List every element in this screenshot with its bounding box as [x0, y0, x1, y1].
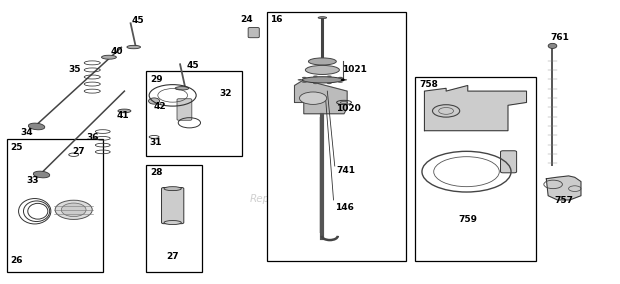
Text: 1020: 1020 — [336, 104, 361, 112]
Text: 758: 758 — [419, 80, 438, 89]
Ellipse shape — [29, 123, 45, 130]
FancyBboxPatch shape — [177, 99, 192, 120]
Text: 1021: 1021 — [342, 65, 367, 74]
Ellipse shape — [338, 81, 343, 83]
Text: 41: 41 — [116, 112, 129, 120]
Text: 757: 757 — [554, 196, 573, 205]
Bar — [146, 165, 202, 272]
Ellipse shape — [302, 81, 307, 83]
Ellipse shape — [298, 79, 303, 81]
Text: 741: 741 — [337, 166, 355, 175]
Text: 34: 34 — [20, 128, 33, 137]
Text: 42: 42 — [154, 102, 167, 111]
Bar — [7, 139, 103, 272]
Bar — [267, 12, 406, 261]
Ellipse shape — [342, 79, 347, 81]
Ellipse shape — [33, 171, 50, 178]
Text: ReplacementParts.com: ReplacementParts.com — [250, 193, 370, 204]
Ellipse shape — [175, 87, 188, 90]
Ellipse shape — [306, 65, 339, 74]
Text: 32: 32 — [219, 89, 231, 99]
Ellipse shape — [303, 77, 342, 83]
Ellipse shape — [302, 77, 307, 78]
Ellipse shape — [61, 203, 86, 217]
Polygon shape — [294, 80, 347, 114]
Bar — [146, 71, 242, 156]
Text: 25: 25 — [11, 143, 23, 152]
Ellipse shape — [164, 221, 181, 225]
Text: 29: 29 — [150, 75, 162, 84]
Polygon shape — [425, 85, 526, 131]
Ellipse shape — [327, 82, 332, 84]
Ellipse shape — [102, 55, 117, 59]
Text: 40: 40 — [111, 47, 123, 56]
Ellipse shape — [338, 77, 343, 78]
Circle shape — [299, 92, 327, 105]
Ellipse shape — [309, 58, 336, 65]
Text: 36: 36 — [86, 133, 99, 142]
FancyBboxPatch shape — [500, 151, 516, 173]
Ellipse shape — [548, 43, 557, 49]
Bar — [415, 77, 536, 261]
Text: 24: 24 — [240, 15, 252, 24]
Ellipse shape — [127, 45, 141, 49]
Text: 146: 146 — [335, 202, 354, 212]
Ellipse shape — [118, 109, 131, 113]
Text: 45: 45 — [131, 16, 144, 25]
Ellipse shape — [313, 82, 318, 84]
Ellipse shape — [313, 76, 318, 77]
Text: 45: 45 — [186, 61, 199, 70]
Text: 16: 16 — [270, 15, 283, 24]
Ellipse shape — [341, 79, 344, 81]
Text: 31: 31 — [149, 137, 162, 147]
Ellipse shape — [55, 200, 92, 220]
FancyBboxPatch shape — [162, 187, 184, 224]
FancyBboxPatch shape — [248, 28, 259, 38]
Text: 33: 33 — [27, 176, 39, 185]
Ellipse shape — [318, 17, 327, 19]
Text: 27: 27 — [73, 147, 85, 156]
Text: 26: 26 — [11, 256, 23, 265]
Text: 761: 761 — [551, 33, 569, 42]
Ellipse shape — [164, 187, 181, 191]
Ellipse shape — [149, 98, 160, 104]
Polygon shape — [546, 176, 581, 200]
Text: 28: 28 — [150, 168, 162, 177]
Ellipse shape — [327, 76, 332, 77]
Text: 35: 35 — [69, 65, 81, 74]
Text: 759: 759 — [459, 215, 478, 224]
Text: 27: 27 — [166, 252, 179, 261]
